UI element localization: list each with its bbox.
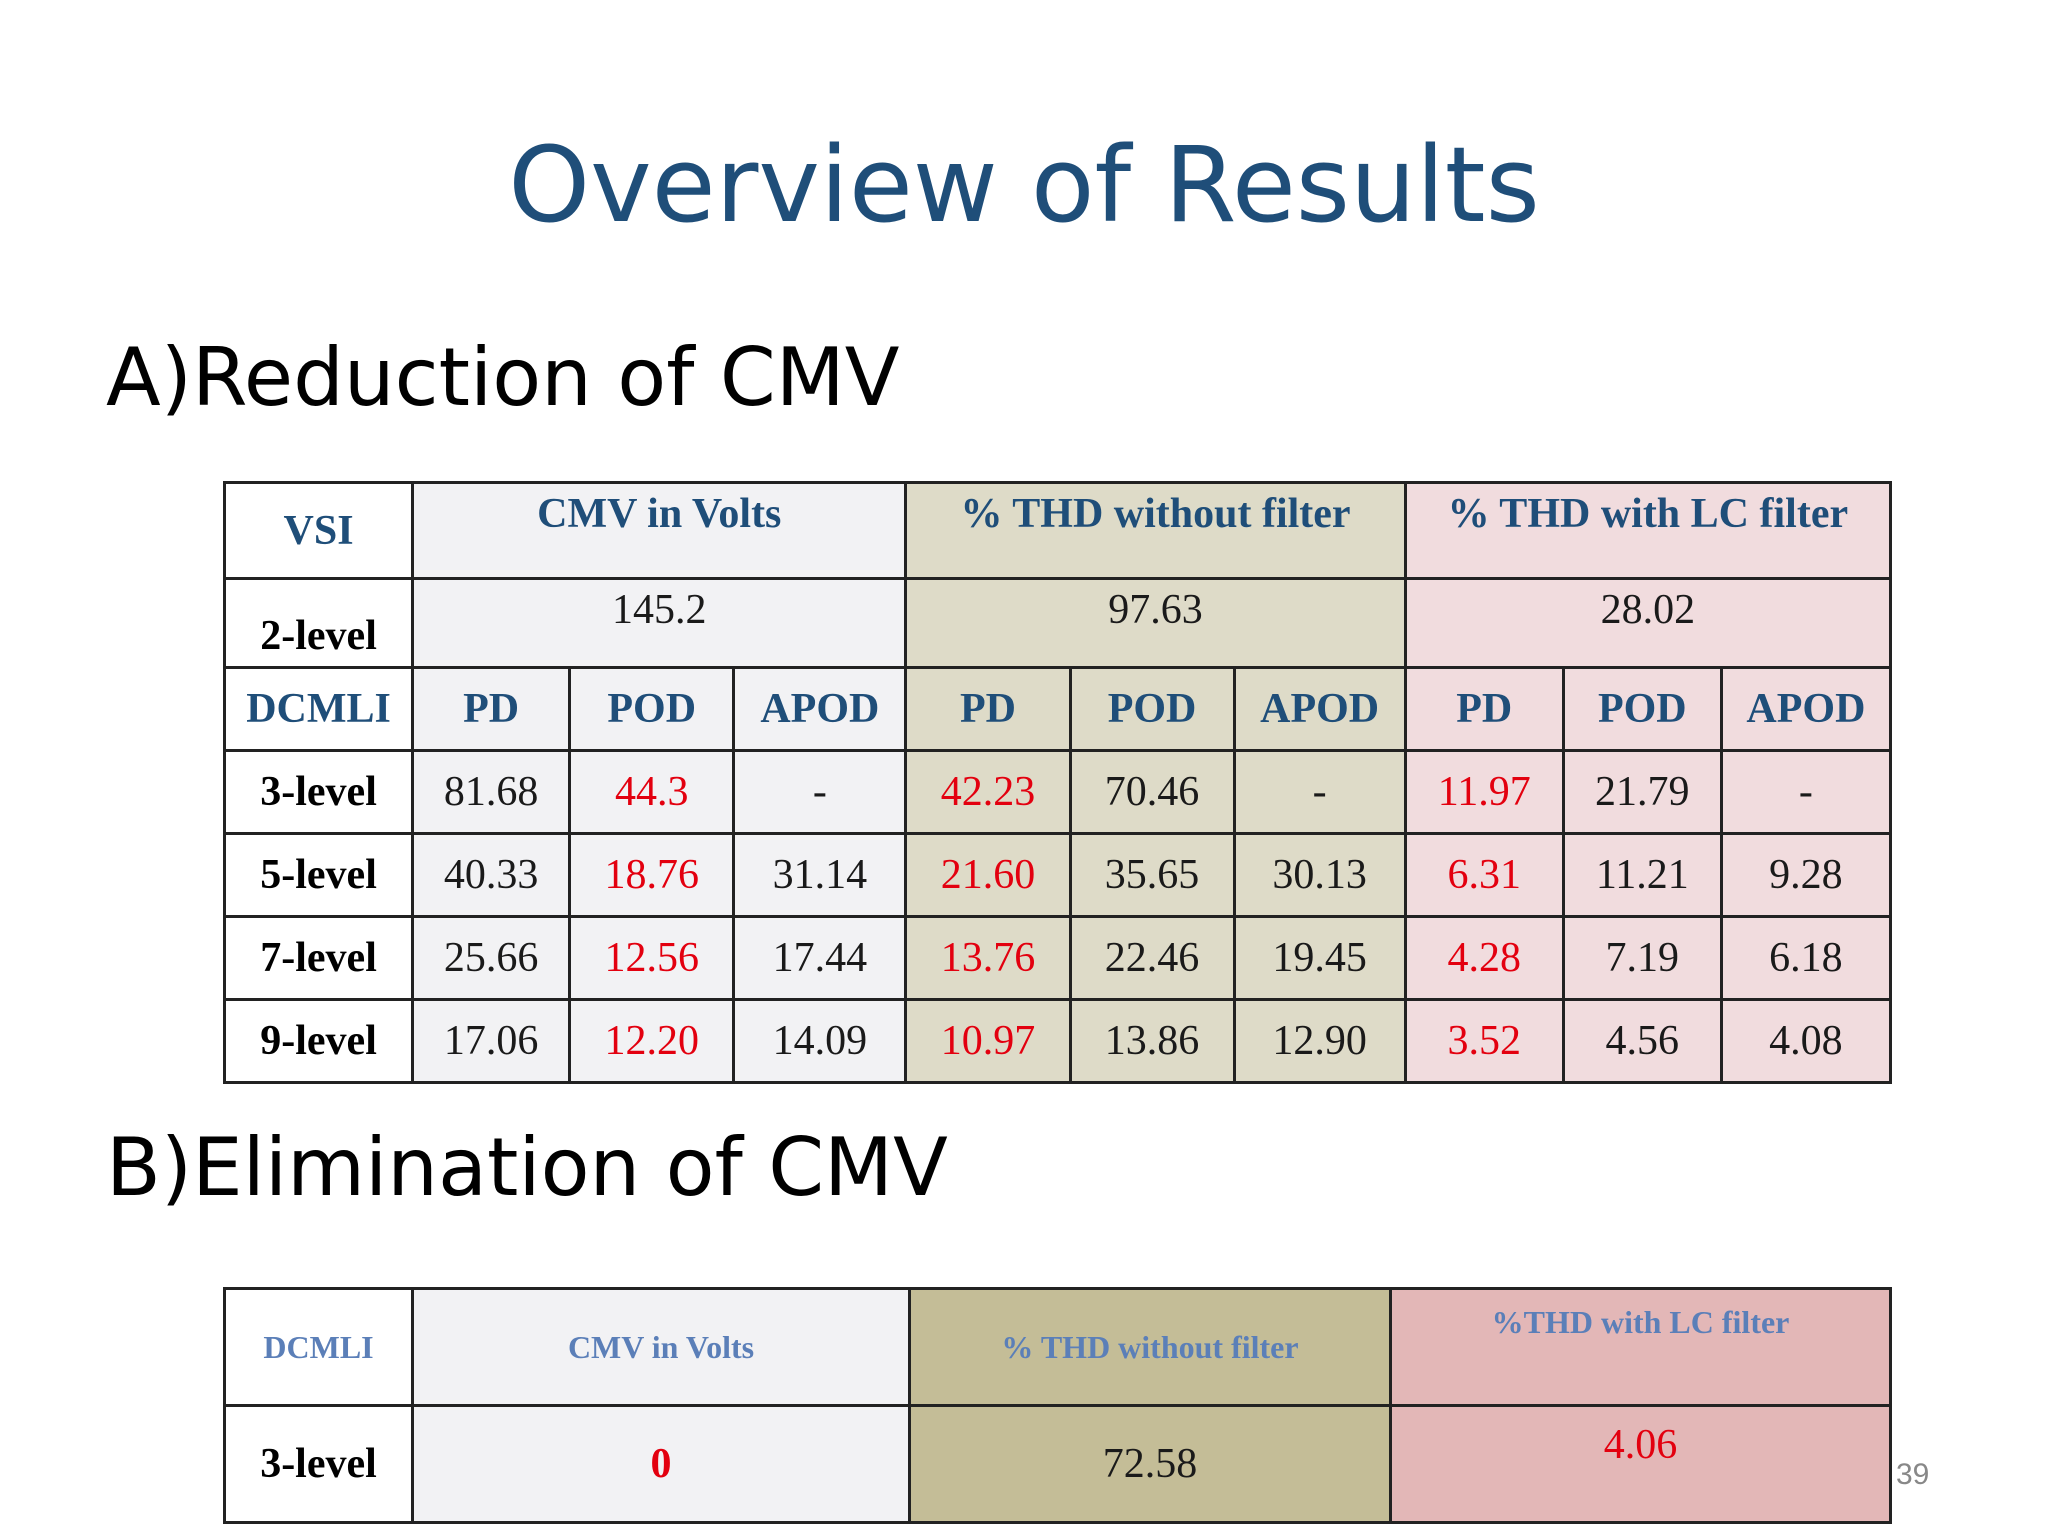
- table-cell: 13.76: [904, 915, 1072, 1001]
- table-cell: 25.66: [411, 915, 572, 1001]
- table-cell: 12.20: [568, 998, 736, 1084]
- table-cell: 11.21: [1561, 832, 1723, 918]
- section-title-elimination: B)Elimination of CMV: [106, 1121, 948, 1214]
- row-label: 5-level: [222, 832, 415, 918]
- dcmli-header: DCMLI: [222, 666, 415, 752]
- table-cell: 13.86: [1068, 998, 1236, 1084]
- table-cell: 35.65: [1068, 832, 1236, 918]
- table-cell: 0: [411, 1404, 911, 1524]
- table-row-3-level: 3-level 0 72.58 4.06: [223, 1404, 1892, 1524]
- table-cell: 97.63: [904, 577, 1407, 669]
- row-label: 3-level: [222, 749, 415, 835]
- table-cell: 17.06: [411, 998, 572, 1084]
- table-cell: -: [1232, 749, 1407, 835]
- table-cell: 6.31: [1403, 832, 1565, 918]
- table-row-7-level: 7-level 25.66 12.56 17.44 13.76 22.46 19…: [222, 915, 1893, 1001]
- table-cell: 19.45: [1232, 915, 1407, 1001]
- table-cell: 31.14: [732, 832, 908, 918]
- subheader-pod: POD: [568, 666, 736, 752]
- table-cell: 28.02: [1403, 577, 1893, 669]
- elimination-results-table: DCMLI CMV in Volts % THD without filter …: [223, 1287, 1892, 1524]
- table-cell: 11.97: [1403, 749, 1565, 835]
- table-cell: 21.79: [1561, 749, 1723, 835]
- table-cell: -: [732, 749, 908, 835]
- page-number: 39: [1896, 1458, 1930, 1491]
- table-cell: 3.52: [1403, 998, 1565, 1084]
- table-row-3-level: 3-level 81.68 44.3 - 42.23 70.46 - 11.97…: [222, 749, 1893, 835]
- table-cell: 7.19: [1561, 915, 1723, 1001]
- table-row-5-level: 5-level 40.33 18.76 31.14 21.60 35.65 30…: [222, 832, 1893, 918]
- table-cell: 30.13: [1232, 832, 1407, 918]
- table-cell: 4.56: [1561, 998, 1723, 1084]
- row-label: 3-level: [223, 1404, 414, 1524]
- table-cell: -: [1719, 749, 1893, 835]
- thd-without-filter-header: % THD without filter: [904, 481, 1407, 580]
- table-cell: 12.90: [1232, 998, 1407, 1084]
- subheader-apod: APOD: [1719, 666, 1893, 752]
- table-cell: 10.97: [904, 998, 1072, 1084]
- table-cell: 42.23: [904, 749, 1072, 835]
- row-label: 2-level: [222, 577, 415, 669]
- table-cell: 81.68: [411, 749, 572, 835]
- table-cell: 4.06: [1389, 1404, 1892, 1524]
- table-row-2-level: 2-level 145.2 97.63 28.02: [222, 577, 1893, 669]
- table-header-row: VSI CMV in Volts % THD without filter % …: [222, 481, 1893, 580]
- row-label: 7-level: [222, 915, 415, 1001]
- table-cell: 70.46: [1068, 749, 1236, 835]
- cmv-volts-header: CMV in Volts: [411, 481, 908, 580]
- cmv-volts-header: CMV in Volts: [411, 1287, 911, 1407]
- dcmli-header: DCMLI: [223, 1287, 414, 1407]
- table-cell: 145.2: [411, 577, 908, 669]
- reduction-results-table: VSI CMV in Volts % THD without filter % …: [222, 481, 1893, 1084]
- table-cell: 21.60: [904, 832, 1072, 918]
- thd-with-lc-filter-header: %THD with LC filter: [1389, 1287, 1892, 1407]
- table-cell: 17.44: [732, 915, 908, 1001]
- table-cell: 14.09: [732, 998, 908, 1084]
- row-label: 9-level: [222, 998, 415, 1084]
- table-cell: 40.33: [411, 832, 572, 918]
- technique-subheader-row: DCMLI PD POD APOD PD POD APOD PD POD APO…: [222, 666, 1893, 752]
- table-cell: 22.46: [1068, 915, 1236, 1001]
- table-header-row: DCMLI CMV in Volts % THD without filter …: [223, 1287, 1892, 1407]
- subheader-apod: APOD: [732, 666, 908, 752]
- subheader-pd: PD: [904, 666, 1072, 752]
- vsi-header: VSI: [222, 481, 415, 580]
- table-cell: 18.76: [568, 832, 736, 918]
- table-cell: 4.28: [1403, 915, 1565, 1001]
- table-cell: 6.18: [1719, 915, 1893, 1001]
- table-cell: 12.56: [568, 915, 736, 1001]
- table-cell: 44.3: [568, 749, 736, 835]
- subheader-pd: PD: [411, 666, 572, 752]
- slide-title: Overview of Results: [508, 124, 1540, 246]
- table-row-9-level: 9-level 17.06 12.20 14.09 10.97 13.86 12…: [222, 998, 1893, 1084]
- table-cell: 4.08: [1719, 998, 1893, 1084]
- subheader-pod: POD: [1068, 666, 1236, 752]
- subheader-pd: PD: [1403, 666, 1565, 752]
- subheader-pod: POD: [1561, 666, 1723, 752]
- table-cell: 72.58: [908, 1404, 1392, 1524]
- subheader-apod: APOD: [1232, 666, 1407, 752]
- table-cell: 9.28: [1719, 832, 1893, 918]
- section-title-reduction: A)Reduction of CMV: [106, 331, 900, 424]
- thd-with-lc-filter-header: % THD with LC filter: [1403, 481, 1893, 580]
- thd-without-filter-header: % THD without filter: [908, 1287, 1392, 1407]
